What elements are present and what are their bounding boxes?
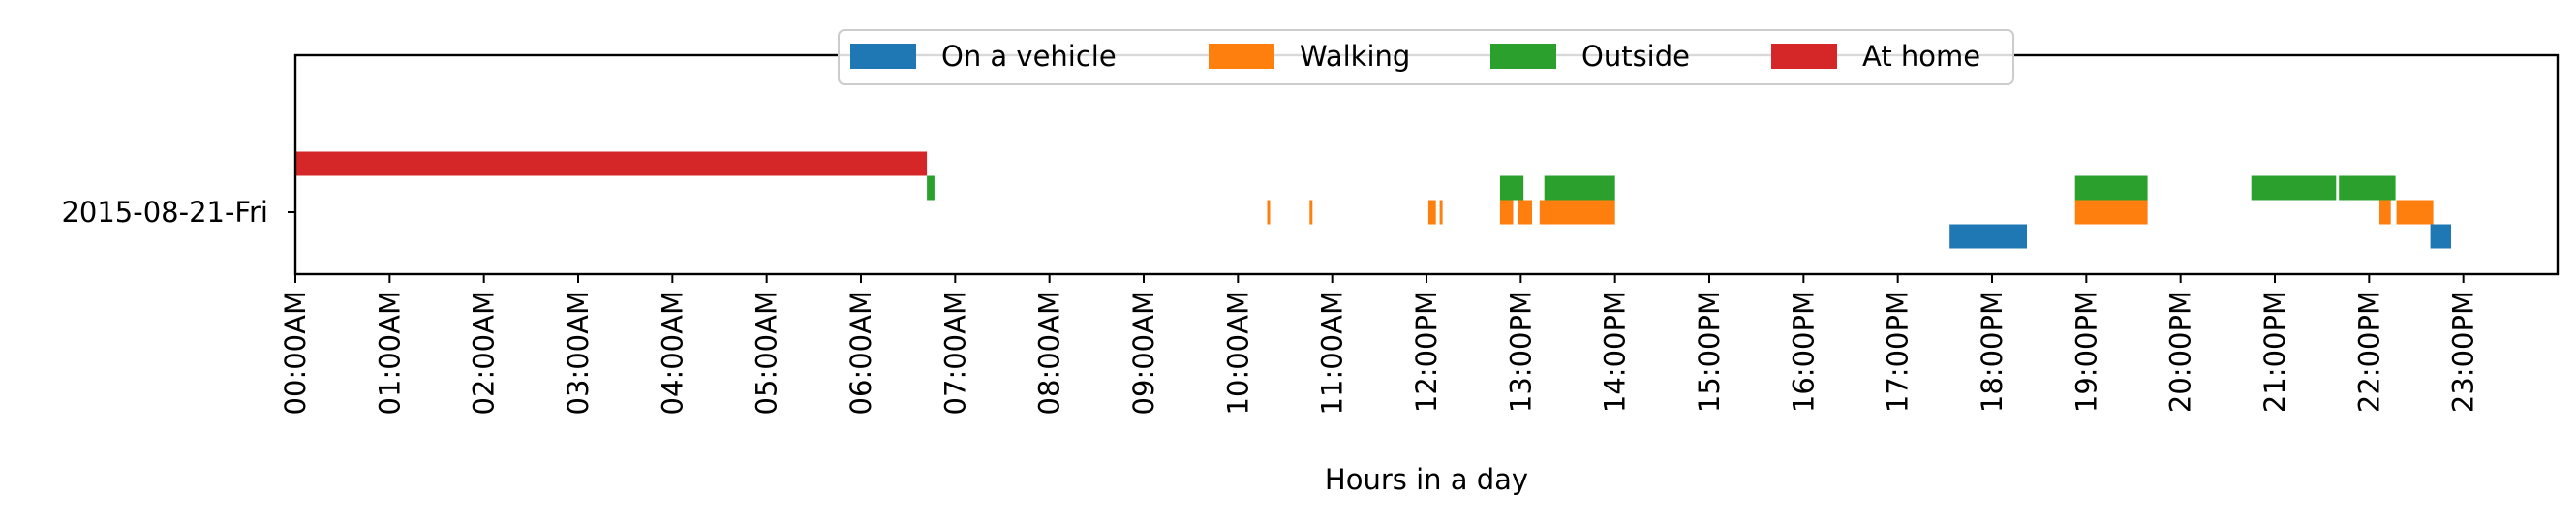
bar-at-home xyxy=(295,151,928,176)
x-tick-label: 14:00PM xyxy=(1599,291,1632,413)
bar-walking xyxy=(2074,200,2148,225)
bars-layer xyxy=(295,151,2451,249)
x-axis-label: Hours in a day xyxy=(1325,463,1528,496)
bar-outside xyxy=(2074,175,2148,201)
bar-outside xyxy=(1499,175,1524,201)
bar-walking xyxy=(1518,200,1532,225)
x-tick-label: 18:00PM xyxy=(1976,291,2009,413)
x-tick-label: 02:00AM xyxy=(468,291,501,415)
legend-label-on-a-vehicle: On a vehicle xyxy=(941,40,1117,73)
bar-walking xyxy=(1267,200,1271,225)
x-tick-label: 03:00AM xyxy=(562,291,595,415)
x-tick-label: 01:00AM xyxy=(373,291,406,415)
x-tick-label: 04:00AM xyxy=(656,291,689,415)
x-tick-label: 16:00PM xyxy=(1787,291,1820,413)
legend: On a vehicle Walking Outside At home xyxy=(838,29,2014,85)
legend-swatch-on-a-vehicle xyxy=(850,44,916,69)
bar-walking xyxy=(1499,200,1514,225)
x-ticks-layer: 00:00AM 01:00AM 02:00AM 03:00AM 04:00AM 05:00… xyxy=(279,274,2480,415)
x-tick-label: 07:00AM xyxy=(938,291,971,415)
bar-on-a-vehicle xyxy=(2430,224,2451,249)
x-tick-label: 13:00PM xyxy=(1504,291,1537,413)
x-tick-label: 15:00PM xyxy=(1693,291,1726,413)
bar-outside xyxy=(2251,175,2337,201)
bar-outside xyxy=(2339,175,2396,201)
x-tick-label: 06:00AM xyxy=(844,291,877,415)
bar-walking xyxy=(2379,200,2391,225)
bar-walking xyxy=(1309,200,1313,225)
bar-outside xyxy=(927,175,935,201)
x-tick-label: 05:00AM xyxy=(751,291,783,415)
bar-walking xyxy=(1439,200,1443,225)
x-tick-label: 08:00AM xyxy=(1033,291,1066,415)
bar-on-a-vehicle xyxy=(1949,224,2027,249)
legend-label-at-home: At home xyxy=(1862,40,1980,73)
x-tick-label: 00:00AM xyxy=(279,291,312,415)
x-tick-label: 09:00AM xyxy=(1127,291,1160,415)
x-tick-label: 17:00PM xyxy=(1882,291,1915,413)
legend-frame xyxy=(838,29,2014,85)
x-tick-label: 12:00PM xyxy=(1410,291,1443,413)
x-tick-label: 10:00AM xyxy=(1221,291,1254,415)
bar-walking xyxy=(1539,200,1615,225)
x-tick-label: 22:00PM xyxy=(2352,291,2385,413)
legend-swatch-walking xyxy=(1209,44,1274,69)
x-tick-label: 19:00PM xyxy=(2070,291,2102,413)
legend-swatch-at-home xyxy=(1771,44,1837,69)
bar-walking xyxy=(2396,200,2434,225)
legend-label-outside: Outside xyxy=(1581,40,1690,73)
legend-swatch-outside xyxy=(1490,44,1556,69)
x-tick-label: 11:00AM xyxy=(1316,291,1349,415)
x-tick-label: 20:00PM xyxy=(2164,291,2197,413)
bar-walking xyxy=(1427,200,1436,225)
legend-label-walking: Walking xyxy=(1300,40,1410,73)
y-tick-label: 2015-08-21-Fri xyxy=(61,196,268,229)
x-tick-label: 23:00PM xyxy=(2447,291,2480,413)
x-tick-label: 21:00PM xyxy=(2258,291,2291,413)
bar-outside xyxy=(1544,175,1615,201)
